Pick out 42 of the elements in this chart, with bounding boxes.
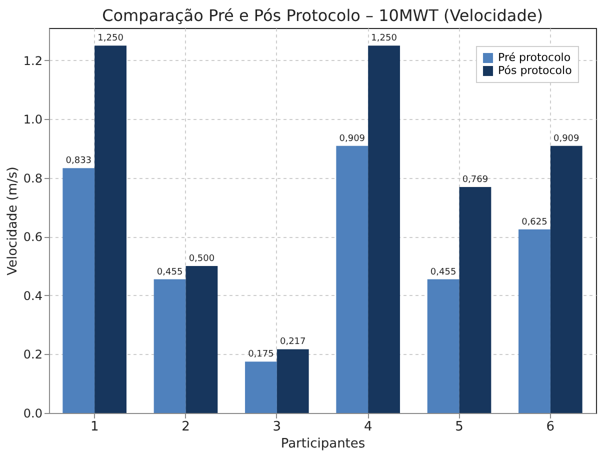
x-tick-label: 4 xyxy=(364,420,372,434)
data-label: 0,455 xyxy=(430,267,456,278)
bar xyxy=(62,168,95,413)
data-label: 0,833 xyxy=(66,156,92,166)
data-label: 0,909 xyxy=(553,134,580,144)
data-label: 0,909 xyxy=(339,134,366,144)
y-tick-label: 0.0 xyxy=(23,406,42,420)
bar xyxy=(427,279,460,413)
bar xyxy=(518,229,550,413)
x-tick-label: 6 xyxy=(546,420,555,434)
x-tick-label: 2 xyxy=(182,420,190,434)
bar xyxy=(245,362,277,413)
chart-title: Comparação Pré e Pós Protocolo – 10MWT (Velocidade) xyxy=(102,6,543,25)
x-axis-title: Participantes xyxy=(280,436,366,452)
y-tick-label: 0.4 xyxy=(23,288,42,303)
bar xyxy=(368,46,400,413)
bar xyxy=(459,186,492,413)
data-label: 0,175 xyxy=(248,350,274,360)
y-tick-label: 0.2 xyxy=(23,348,42,362)
data-label: 1,250 xyxy=(371,34,398,44)
data-label: 0,500 xyxy=(188,254,215,264)
bar xyxy=(94,46,126,413)
bar xyxy=(336,146,368,413)
data-label: 0,625 xyxy=(522,217,548,228)
data-label: 0,769 xyxy=(462,174,488,185)
x-tick-label: 1 xyxy=(90,420,99,434)
data-label: 1,250 xyxy=(98,34,124,44)
y-tick-label: 1.0 xyxy=(23,112,42,127)
data-label: 0,455 xyxy=(156,267,183,278)
bar xyxy=(276,349,309,413)
y-tick-label: 0.8 xyxy=(23,171,42,186)
y-axis-title: Velocidade (m/s) xyxy=(5,166,20,276)
legend-label: Pré protocolo xyxy=(498,51,571,64)
y-tick-label: 1.2 xyxy=(23,54,42,68)
legend-label: Pós protocolo xyxy=(498,64,572,77)
x-tick-label: 5 xyxy=(455,420,464,434)
x-tick-label: 3 xyxy=(272,420,282,434)
y-tick-label: 0.6 xyxy=(23,230,42,244)
bar xyxy=(186,266,218,413)
bar xyxy=(154,279,186,413)
data-label: 0,217 xyxy=(280,337,306,348)
bar xyxy=(550,146,582,413)
